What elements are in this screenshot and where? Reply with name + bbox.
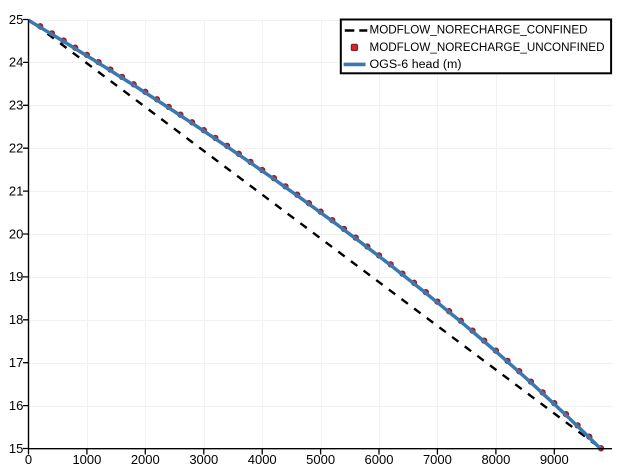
svg-text:6000: 6000 (365, 452, 394, 467)
svg-text:23: 23 (9, 98, 23, 113)
svg-text:1000: 1000 (72, 452, 101, 467)
svg-text:18: 18 (9, 312, 23, 327)
svg-text:8000: 8000 (481, 452, 510, 467)
svg-text:22: 22 (9, 141, 23, 156)
svg-text:7000: 7000 (423, 452, 452, 467)
svg-text:2000: 2000 (131, 452, 160, 467)
svg-text:4000: 4000 (248, 452, 277, 467)
svg-text:24: 24 (9, 55, 23, 70)
svg-text:OGS-6 head (m): OGS-6 head (m) (370, 59, 462, 71)
svg-text:15: 15 (9, 441, 23, 456)
svg-text:MODFLOW_NORECHARGE_CONFINED: MODFLOW_NORECHARGE_CONFINED (370, 24, 588, 36)
svg-text:25: 25 (9, 12, 23, 27)
svg-text:19: 19 (9, 269, 23, 284)
svg-text:9000: 9000 (540, 452, 569, 467)
svg-text:16: 16 (9, 398, 23, 413)
svg-text:20: 20 (9, 226, 23, 241)
svg-text:0: 0 (25, 452, 32, 467)
svg-text:MODFLOW_NORECHARGE_UNCONFINED: MODFLOW_NORECHARGE_UNCONFINED (370, 42, 605, 54)
svg-text:17: 17 (9, 355, 23, 370)
svg-text:3000: 3000 (189, 452, 218, 467)
svg-text:5000: 5000 (306, 452, 335, 467)
svg-text:21: 21 (9, 183, 23, 198)
